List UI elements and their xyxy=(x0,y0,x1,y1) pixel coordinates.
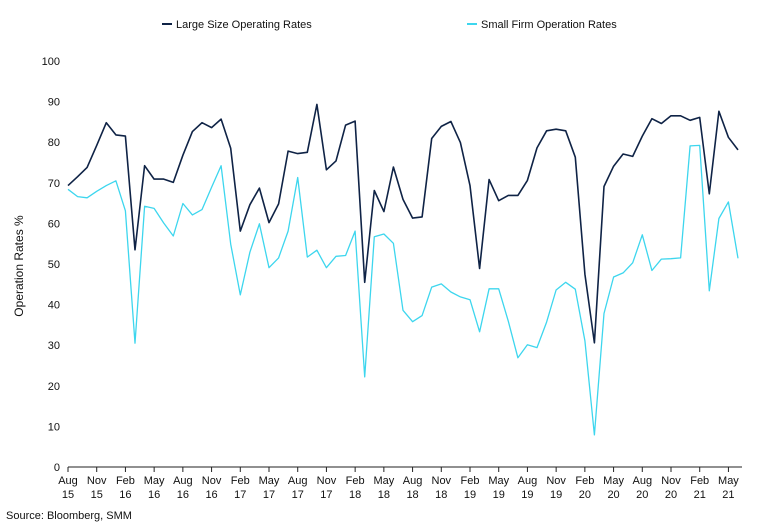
y-tick-label: 50 xyxy=(48,259,60,271)
y-axis: 0 10 20 30 40 50 60 70 80 90 100 xyxy=(42,56,60,474)
x-tick-label-year: 18 xyxy=(435,489,447,501)
x-tick-label-year: 17 xyxy=(234,489,246,501)
x-tick-label-year: 20 xyxy=(579,489,591,501)
x-tick-label-month: May xyxy=(373,475,394,487)
x-tick-label-year: 19 xyxy=(550,489,562,501)
y-tick-label: 80 xyxy=(48,137,60,149)
x-tick-label-year: 21 xyxy=(722,489,734,501)
x-tick-label-year: 15 xyxy=(62,489,74,501)
y-tick-label: 90 xyxy=(48,97,60,109)
x-tick-label-month: Aug xyxy=(58,475,78,487)
x-tick-label-month: Nov xyxy=(432,475,452,487)
x-tick-label-year: 18 xyxy=(406,489,418,501)
x-tick-label-month: May xyxy=(259,475,280,487)
x-tick-label-month: Feb xyxy=(461,475,480,487)
x-tick-label-month: Aug xyxy=(173,475,193,487)
y-axis-label: Operation Rates % xyxy=(12,215,26,317)
y-tick-label: 100 xyxy=(42,56,60,68)
x-tick-label-year: 20 xyxy=(636,489,648,501)
x-tick-label-year: 17 xyxy=(320,489,332,501)
x-tick-label-month: Aug xyxy=(288,475,308,487)
x-tick-label-year: 16 xyxy=(205,489,217,501)
x-tick-label-year: 18 xyxy=(349,489,361,501)
y-tick-label: 70 xyxy=(48,178,60,190)
x-tick-label-year: 19 xyxy=(493,489,505,501)
x-tick-label-year: 16 xyxy=(148,489,160,501)
x-tick-label-year: 18 xyxy=(378,489,390,501)
x-tick-label-year: 20 xyxy=(665,489,677,501)
y-tick-label: 10 xyxy=(48,421,60,433)
x-tick-label-year: 19 xyxy=(464,489,476,501)
x-tick-label-month: Nov xyxy=(661,475,681,487)
x-tick-label-year: 19 xyxy=(521,489,533,501)
x-tick-label-year: 17 xyxy=(292,489,304,501)
x-tick-label-month: Nov xyxy=(87,475,107,487)
x-tick-label-month: Feb xyxy=(116,475,135,487)
series-line-small-firm xyxy=(67,144,739,436)
y-tick-label: 60 xyxy=(48,218,60,230)
legend-label: Small Firm Operation Rates xyxy=(481,19,617,31)
x-tick-label-month: Feb xyxy=(575,475,594,487)
y-tick-label: 0 xyxy=(54,462,60,474)
x-tick-label-month: Nov xyxy=(546,475,566,487)
x-tick-label-month: Feb xyxy=(231,475,250,487)
x-tick-label-month: May xyxy=(718,475,739,487)
x-tick-label-year: 15 xyxy=(91,489,103,501)
x-tick-label-month: Nov xyxy=(317,475,337,487)
x-tick-label-month: Aug xyxy=(403,475,423,487)
x-tick-label-month: May xyxy=(488,475,509,487)
x-tick-label-year: 20 xyxy=(607,489,619,501)
x-axis: Aug 15 Nov 15 Feb 16 May 16 Aug 16 Nov 16 Feb 17 May 17… xyxy=(58,466,742,501)
legend: Large Size Operating Rates Small Firm Ope… xyxy=(162,19,617,31)
x-tick-label-year: 16 xyxy=(177,489,189,501)
x-tick-label-year: 21 xyxy=(694,489,706,501)
x-tick-label-month: Feb xyxy=(690,475,709,487)
y-tick-label: 20 xyxy=(48,381,60,393)
y-tick-label: 30 xyxy=(48,340,60,352)
x-tick-label-month: Feb xyxy=(346,475,365,487)
legend-label: Large Size Operating Rates xyxy=(176,19,312,31)
series-line-large-size xyxy=(67,103,739,344)
x-tick-label-month: May xyxy=(144,475,165,487)
source-note: Source: Bloomberg, SMM xyxy=(6,510,132,522)
x-tick-label-month: Nov xyxy=(202,475,222,487)
x-tick-label-month: May xyxy=(603,475,624,487)
x-tick-label-year: 17 xyxy=(263,489,275,501)
y-tick-label: 40 xyxy=(48,300,60,312)
series-lines xyxy=(67,103,739,436)
x-tick-label-month: Aug xyxy=(632,475,652,487)
x-tick-label-year: 16 xyxy=(119,489,131,501)
x-tick-label-month: Aug xyxy=(518,475,538,487)
